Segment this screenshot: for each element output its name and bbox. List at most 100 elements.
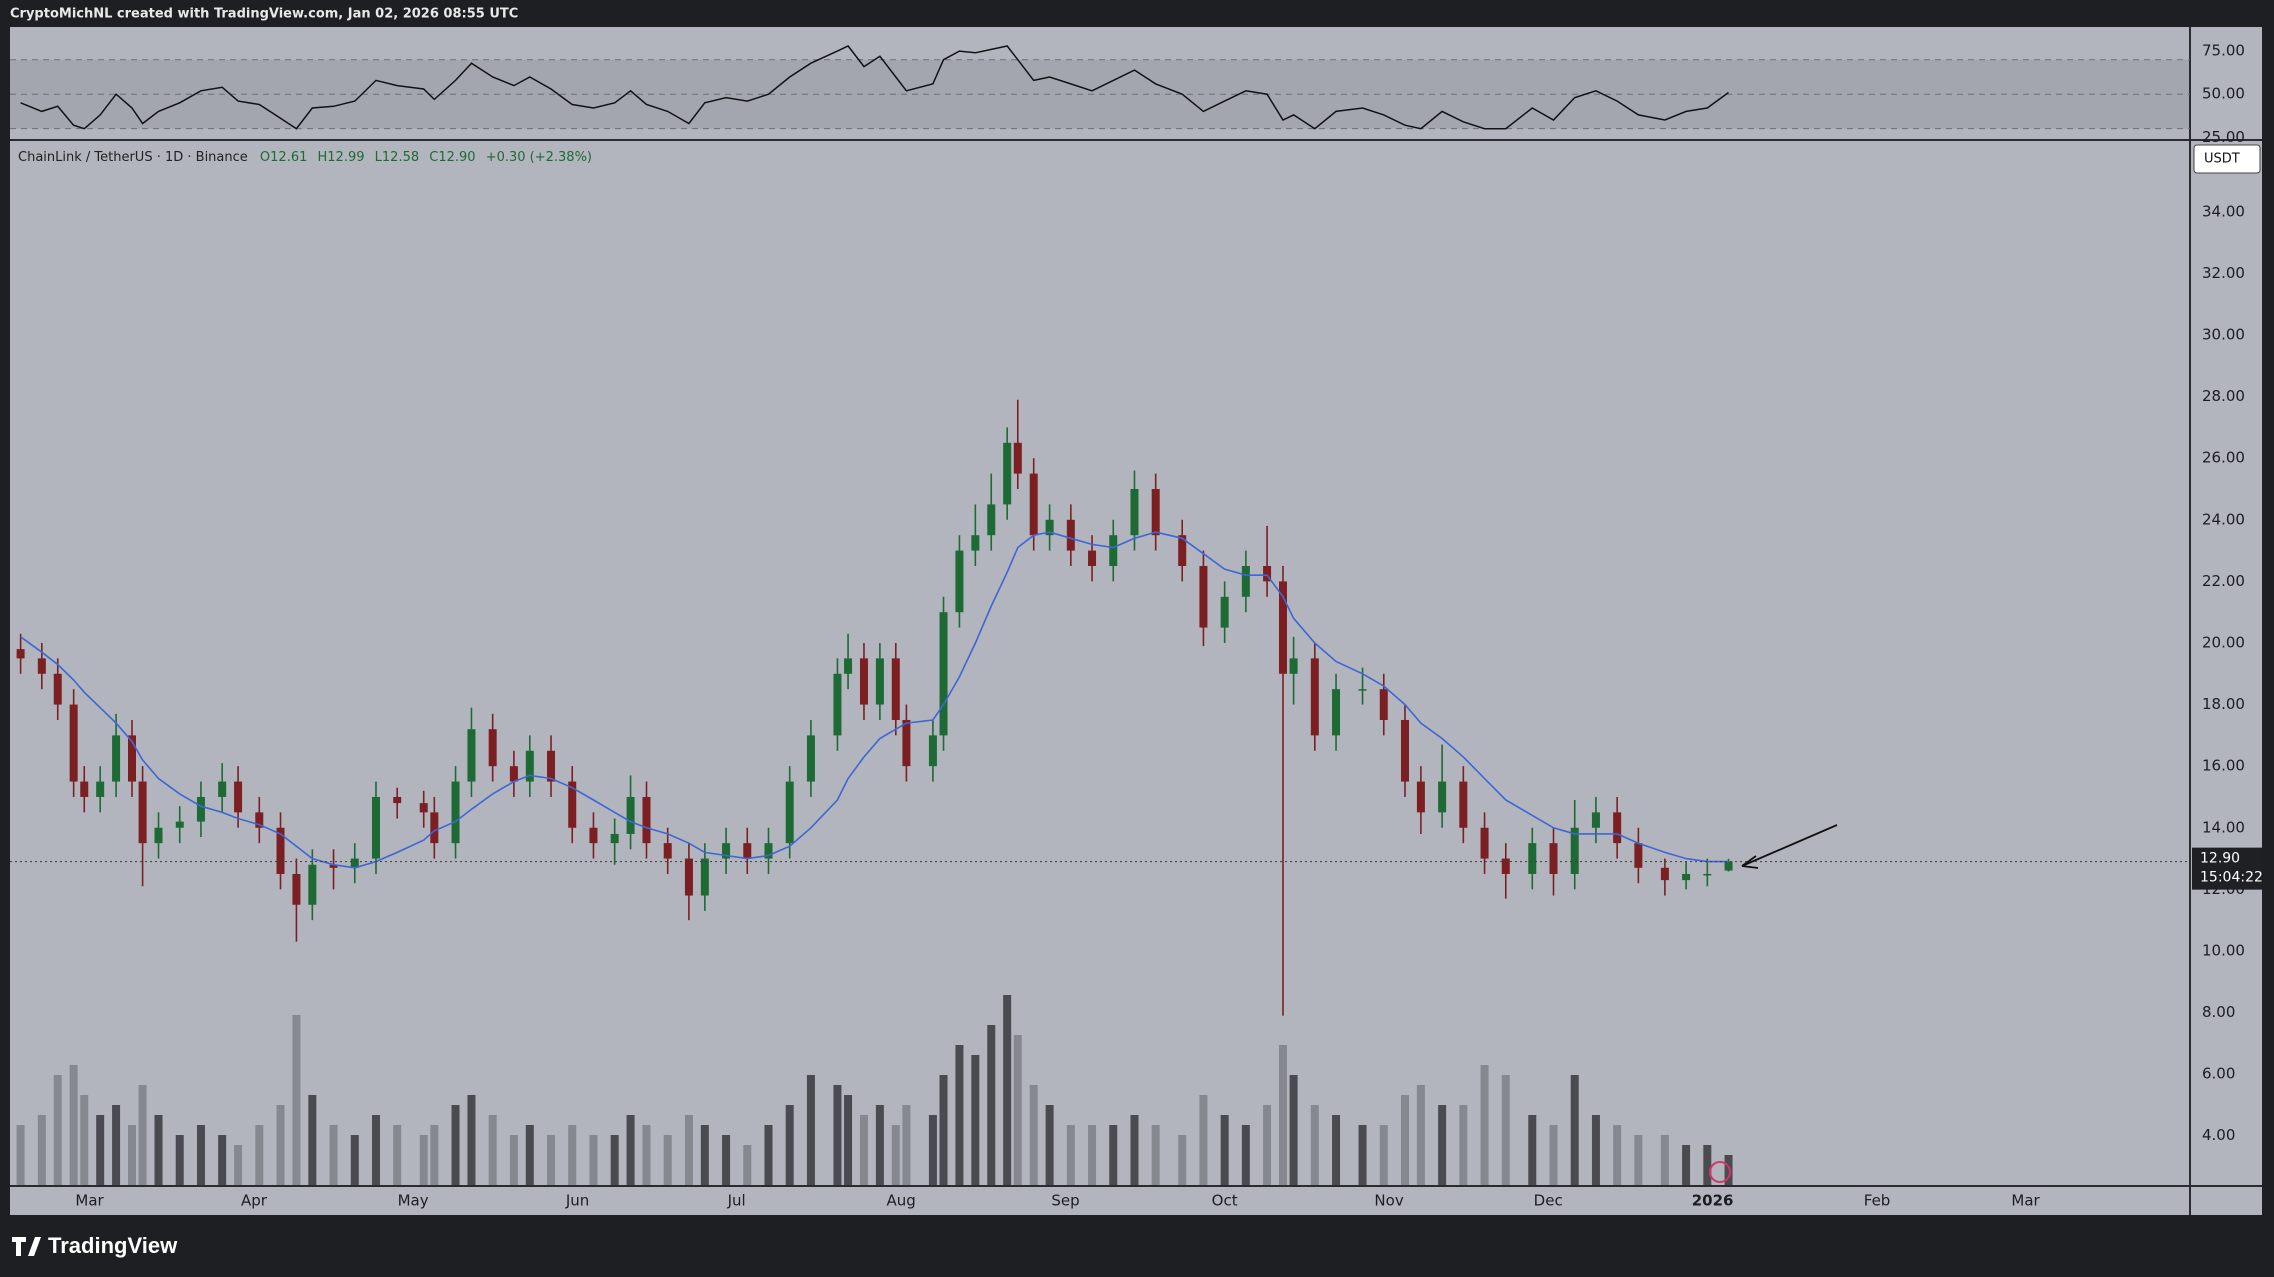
logo-text: TradingView xyxy=(48,1233,178,1258)
candle-body xyxy=(1003,442,1012,505)
candle-body xyxy=(1379,689,1388,720)
price-tick-label: 4.00 xyxy=(2202,1126,2235,1144)
volume-bar xyxy=(276,1105,285,1185)
price-tick-label: 34.00 xyxy=(2202,202,2245,220)
volume-bar xyxy=(902,1105,911,1185)
candle-body xyxy=(525,750,534,782)
candle-body xyxy=(419,803,428,813)
candle-body xyxy=(1109,535,1118,566)
volume-bar xyxy=(610,1135,619,1185)
price-tick-label: 20.00 xyxy=(2202,633,2245,651)
moving-average xyxy=(20,531,1729,869)
volume-bar xyxy=(329,1125,338,1185)
plot: 25.0050.0075.004.006.008.0010.0012.0014.… xyxy=(10,42,2263,1210)
candle-body xyxy=(785,781,794,844)
volume-bar xyxy=(875,1105,884,1185)
candle-body xyxy=(371,796,380,859)
volume-bar xyxy=(1332,1115,1341,1185)
volume-bar xyxy=(743,1145,752,1185)
candle-body xyxy=(1438,781,1447,813)
time-tick-label: Nov xyxy=(1374,1192,1403,1210)
candle-body xyxy=(722,843,731,859)
volume-bar xyxy=(80,1095,89,1185)
volume-bar xyxy=(1310,1105,1319,1185)
volume-bar xyxy=(393,1125,402,1185)
volume-bar xyxy=(928,1115,937,1185)
candle-body xyxy=(1634,843,1643,868)
annotation-arrow xyxy=(1741,824,1838,867)
volume-bar xyxy=(971,1055,980,1185)
candle-body xyxy=(764,843,773,859)
price-tick-label: 28.00 xyxy=(2202,387,2245,405)
volume-bar xyxy=(1151,1125,1160,1185)
volume-bar xyxy=(939,1075,948,1185)
logo-icon xyxy=(12,1237,41,1256)
volume-bar xyxy=(37,1115,46,1185)
volume-bar xyxy=(138,1085,147,1185)
time-tick-label: Mar xyxy=(75,1192,104,1210)
volume-bar xyxy=(371,1115,380,1185)
candle-body xyxy=(1199,565,1208,628)
volume-bar xyxy=(1241,1125,1250,1185)
volume-bar xyxy=(1682,1145,1691,1185)
candle-body xyxy=(308,864,317,905)
candle-body xyxy=(928,735,937,767)
volume-bar xyxy=(1220,1115,1229,1185)
time-tick-label: Feb xyxy=(1864,1192,1891,1210)
candle-body xyxy=(96,781,105,797)
candle-body xyxy=(663,843,672,859)
candle-body xyxy=(1400,719,1409,782)
symbol-legend: ChainLink / TetherUS · 1D · Binance O12.… xyxy=(18,150,592,165)
candle-body xyxy=(610,833,619,844)
candle-body xyxy=(467,729,476,782)
candle-body xyxy=(859,658,868,705)
volume-bar xyxy=(987,1025,996,1185)
candle-body xyxy=(642,796,651,844)
time-tick-label: Apr xyxy=(241,1192,268,1210)
candle-body xyxy=(987,504,996,536)
candle-body xyxy=(1549,843,1558,874)
currency: USDT xyxy=(2204,152,2240,167)
candle-body xyxy=(329,864,338,868)
candle-body xyxy=(626,796,635,834)
candle-body xyxy=(80,781,89,797)
time-tick-label: Aug xyxy=(886,1192,915,1210)
price-tick-label: 14.00 xyxy=(2202,818,2245,836)
volume-bar xyxy=(1178,1135,1187,1185)
candle-body xyxy=(1278,581,1287,674)
volume-bar xyxy=(1358,1125,1367,1185)
candle-body xyxy=(1703,873,1712,876)
volume-bar xyxy=(154,1115,163,1185)
volume-bar xyxy=(722,1135,731,1185)
volume-bar xyxy=(1400,1095,1409,1185)
volume-bar xyxy=(1278,1045,1287,1185)
volume-bar xyxy=(1013,1035,1022,1185)
volume-bar xyxy=(955,1045,964,1185)
volume-bar xyxy=(1591,1115,1600,1185)
candle-body xyxy=(1220,596,1229,628)
chart-background xyxy=(10,27,2262,1215)
legend-low: L12.58 xyxy=(375,150,419,165)
volume-bar xyxy=(350,1135,359,1185)
last-price-label: 12.90 xyxy=(2200,851,2240,867)
volume-bar xyxy=(69,1065,78,1185)
candle-body xyxy=(112,735,121,782)
candle-body xyxy=(891,658,900,720)
rsi-line xyxy=(20,45,1729,130)
candle-body xyxy=(1151,489,1160,536)
candle-body xyxy=(806,735,815,782)
candle-body xyxy=(53,673,62,705)
candle-body xyxy=(393,796,402,804)
candle-body xyxy=(276,827,285,874)
candle-body xyxy=(154,827,163,844)
volume-bar xyxy=(1263,1105,1272,1185)
candle-body xyxy=(1241,565,1250,597)
candle-body xyxy=(589,827,598,844)
volume-bar xyxy=(1438,1105,1447,1185)
volume-bar xyxy=(509,1135,518,1185)
time-tick-label: Jul xyxy=(727,1192,746,1210)
volume-bar xyxy=(642,1125,651,1185)
price-tick-label: 10.00 xyxy=(2202,941,2245,959)
legend-high: H12.99 xyxy=(318,150,365,165)
